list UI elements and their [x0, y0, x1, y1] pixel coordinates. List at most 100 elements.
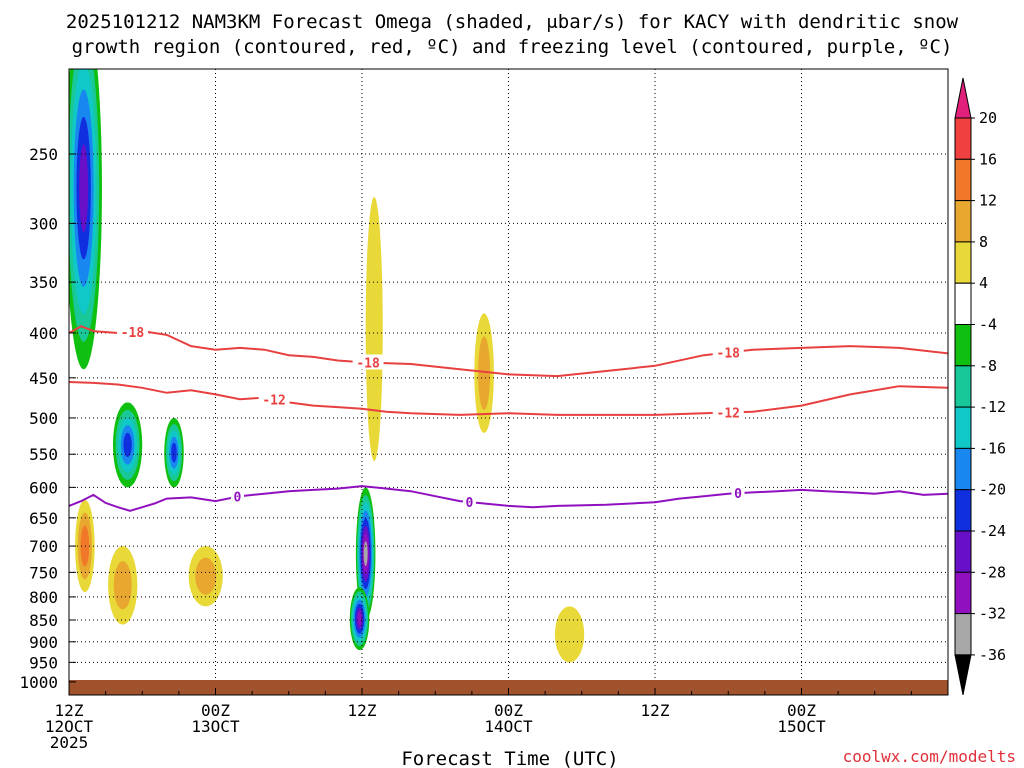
y-tick-label: 400 [29, 324, 58, 343]
colorbar-label: 12 [979, 192, 997, 210]
colorbar-segment [954, 571, 972, 615]
x-tick-label: 00Z [201, 701, 230, 720]
contour-label: -12 [262, 394, 285, 409]
omega-shade-level [79, 144, 89, 233]
contour-label-bg [230, 488, 244, 504]
colorbar-label: -16 [979, 439, 1006, 457]
x-tick-label: 12Z [641, 701, 670, 720]
colorbar-label: -36 [979, 646, 1006, 664]
y-tick-label: 300 [29, 214, 58, 233]
colorbar-label: 4 [979, 274, 988, 292]
y-tick-label: 700 [29, 537, 58, 556]
colorbar-segment [954, 158, 972, 202]
contour-label: -12 [717, 407, 740, 422]
colorbar-label: -8 [979, 357, 997, 375]
colorbar-segment [954, 117, 972, 160]
colorbar-segment [954, 200, 972, 243]
colorbar-segment [954, 241, 972, 284]
colorbar-label: -28 [979, 563, 1006, 581]
contour-zero: 0 0 0 [69, 485, 948, 512]
omega-shade-level [554, 606, 585, 663]
colorbar-segment [954, 530, 972, 573]
y-tick-label: 900 [29, 633, 58, 652]
y-tick-label: 550 [29, 445, 58, 464]
omega-shade-level [171, 442, 177, 463]
y-tick-label: 250 [29, 145, 58, 164]
colorbar-label: -4 [979, 316, 997, 334]
omega-region [554, 606, 585, 663]
contour-label-bg [258, 391, 290, 407]
contour-label: 0 [466, 496, 474, 511]
contour-line [69, 485, 948, 512]
omega-region [474, 313, 494, 433]
y-tick-label: 650 [29, 509, 58, 528]
contour-label-bg [712, 404, 744, 420]
omega-shade-level [357, 612, 362, 626]
omega-shading [69, 69, 585, 663]
contour-label-bg [462, 494, 476, 510]
temperature-contours: -18 -18 -18 -12 -12 0 0 0 [69, 323, 948, 512]
omega-shade-level [478, 336, 491, 410]
omega-region [349, 587, 370, 651]
contour-label: -18 [121, 326, 145, 341]
x-tick-label: 14OCT [484, 717, 533, 736]
contour-minus12: -12 -12 [69, 381, 948, 422]
y-tick-label: 750 [29, 563, 58, 582]
x-tick-label: 12OCT [45, 717, 94, 736]
colorbar-segment [954, 613, 972, 656]
x-tick-label: 2025 [50, 733, 89, 752]
omega-region [112, 402, 143, 488]
colorbar-label: 20 [979, 109, 997, 127]
contour-line [69, 381, 948, 416]
colorbar-label: -32 [979, 605, 1006, 623]
omega-region [188, 546, 223, 607]
omega-region [355, 487, 376, 621]
y-axis-pressure: 250 300 350 400 450 500 550 600 650 700 750 800 850 9… [19, 145, 76, 692]
omega-shade-level [123, 432, 132, 458]
colorbar-label: 16 [979, 150, 997, 168]
x-tick-label: 00Z [494, 701, 523, 720]
contour-label: -18 [717, 346, 741, 361]
colorbar: 20 16 12 8 4 -4 -8 -12 -16 -20 -24 -28 -32 -36 [954, 77, 1006, 695]
colorbar-label: -24 [979, 522, 1006, 540]
x-axis-label: Forecast Time (UTC) [401, 748, 618, 768]
contour-label-bg [352, 354, 384, 370]
contour-minus18: -18 -18 -18 [69, 323, 948, 378]
chart-title-line1: 2025101212 NAM3KM Forecast Omega (shaded… [66, 11, 959, 33]
colorbar-segment [954, 324, 972, 367]
x-tick-label: 00Z [787, 701, 816, 720]
y-tick-label: 350 [29, 273, 58, 292]
contour-label-bg [712, 344, 744, 360]
y-tick-label: 800 [29, 588, 58, 607]
colorbar-label: -20 [979, 481, 1006, 499]
colorbar-segment [954, 447, 972, 491]
omega-region [164, 417, 184, 488]
y-tick-label: 950 [29, 653, 58, 672]
omega-region [75, 499, 95, 593]
contour-label: 0 [234, 491, 242, 506]
contour-label-bg [116, 323, 148, 339]
x-tick-label: 15OCT [777, 717, 826, 736]
omega-shade-level [80, 525, 90, 567]
y-tick-label: 450 [29, 369, 58, 388]
colorbar-segment [954, 489, 972, 532]
contour-label: 0 [734, 487, 742, 502]
contour-label: -18 [356, 356, 380, 371]
y-tick-label: 850 [29, 611, 58, 630]
omega-shade-level [195, 557, 217, 595]
contour-label-bg [731, 485, 745, 501]
omega-region [108, 546, 138, 625]
y-tick-label: 500 [29, 409, 58, 428]
x-tick-label: 13OCT [191, 717, 240, 736]
x-tick-label: 12Z [348, 701, 377, 720]
omega-shade-level [363, 541, 368, 567]
y-tick-label: 600 [29, 478, 58, 497]
chart-title-line2: growth region (contoured, red, ºC) and f… [72, 36, 953, 58]
x-tick-label: 12Z [55, 701, 84, 720]
colorbar-label: 8 [979, 233, 988, 251]
colorbar-over-arrow [954, 77, 972, 119]
y-tick-label: 1000 [19, 673, 58, 692]
colorbar-segment [954, 406, 972, 449]
